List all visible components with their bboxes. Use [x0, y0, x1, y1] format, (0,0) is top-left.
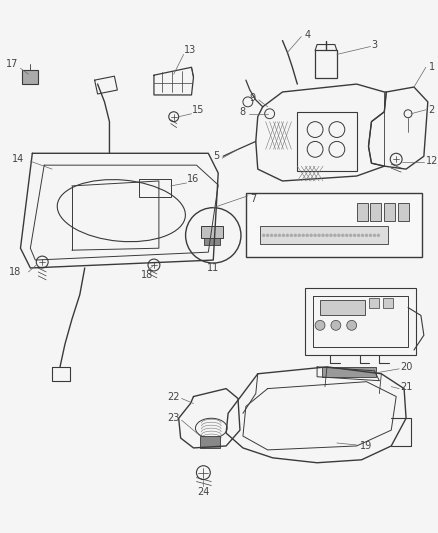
Bar — [201, 227, 223, 238]
Circle shape — [282, 234, 285, 237]
Bar — [139, 179, 171, 197]
Text: 24: 24 — [197, 487, 209, 497]
Circle shape — [347, 320, 357, 330]
Text: 18: 18 — [141, 270, 153, 280]
Circle shape — [333, 234, 336, 237]
Circle shape — [361, 234, 364, 237]
Text: 23: 23 — [167, 413, 180, 423]
Circle shape — [353, 234, 356, 237]
Circle shape — [331, 320, 341, 330]
Circle shape — [377, 234, 380, 237]
Circle shape — [373, 234, 376, 237]
Text: 20: 20 — [400, 362, 412, 372]
Circle shape — [365, 234, 368, 237]
Text: 2: 2 — [429, 105, 435, 115]
Circle shape — [357, 234, 360, 237]
Text: 16: 16 — [187, 174, 200, 184]
Circle shape — [315, 320, 325, 330]
Circle shape — [286, 234, 289, 237]
Text: 21: 21 — [400, 382, 412, 392]
Circle shape — [298, 234, 301, 237]
Bar — [370, 297, 379, 308]
Bar — [320, 300, 364, 316]
Bar — [371, 203, 381, 221]
Bar — [297, 112, 357, 171]
Bar — [384, 203, 395, 221]
Circle shape — [270, 234, 273, 237]
Circle shape — [274, 234, 277, 237]
Text: 14: 14 — [12, 154, 25, 164]
Circle shape — [337, 234, 340, 237]
Circle shape — [345, 234, 348, 237]
Text: 15: 15 — [192, 105, 205, 115]
Bar — [201, 436, 220, 448]
Circle shape — [262, 234, 265, 237]
Circle shape — [349, 234, 352, 237]
Circle shape — [325, 234, 328, 237]
Circle shape — [329, 234, 332, 237]
Text: 19: 19 — [360, 441, 373, 451]
Bar — [260, 227, 388, 244]
Text: 8: 8 — [240, 107, 246, 117]
Text: 9: 9 — [250, 93, 256, 103]
Bar — [383, 297, 393, 308]
Bar — [398, 203, 409, 221]
Text: 11: 11 — [207, 263, 219, 273]
Bar — [357, 203, 367, 221]
Bar — [205, 238, 220, 245]
Circle shape — [369, 234, 372, 237]
Text: 7: 7 — [250, 194, 256, 204]
Text: 13: 13 — [184, 45, 197, 55]
Text: 4: 4 — [304, 30, 310, 39]
Circle shape — [306, 234, 309, 237]
Text: 1: 1 — [429, 62, 435, 72]
Bar — [315, 51, 337, 78]
Circle shape — [321, 234, 325, 237]
Text: 5: 5 — [213, 151, 219, 161]
Text: 12: 12 — [426, 156, 438, 166]
Circle shape — [341, 234, 344, 237]
Text: 17: 17 — [7, 59, 19, 69]
Text: 3: 3 — [371, 39, 378, 50]
Circle shape — [318, 234, 321, 237]
Bar — [322, 367, 376, 377]
Text: 22: 22 — [167, 392, 180, 401]
Circle shape — [266, 234, 269, 237]
Text: 18: 18 — [9, 267, 21, 277]
Bar — [246, 193, 422, 257]
Circle shape — [290, 234, 293, 237]
Bar — [22, 70, 38, 84]
Circle shape — [302, 234, 305, 237]
Circle shape — [278, 234, 281, 237]
Circle shape — [294, 234, 297, 237]
Circle shape — [314, 234, 317, 237]
Bar — [305, 288, 416, 355]
Circle shape — [310, 234, 313, 237]
